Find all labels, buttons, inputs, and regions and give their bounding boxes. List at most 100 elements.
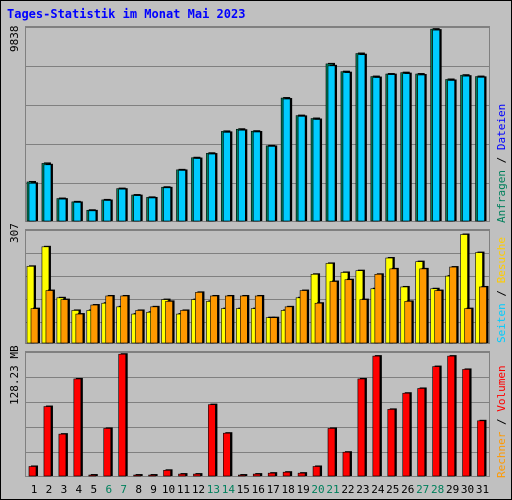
visits-bar-day-9 (150, 305, 160, 344)
visits-bar-day-10 (165, 300, 175, 344)
files-bar-day-12 (193, 157, 203, 222)
visits-bar-day-4 (75, 313, 85, 344)
x-label-day-1: 1 (31, 483, 38, 496)
x-label-day-7: 7 (120, 483, 127, 496)
x-label-day-27: 27 (416, 483, 429, 496)
volume-bar-day-25 (387, 408, 397, 477)
files-bar-day-5 (88, 209, 98, 222)
visits-bar-day-22 (344, 278, 354, 344)
files-bar-day-6 (103, 199, 113, 222)
pages-bar-day-30 (460, 233, 470, 344)
files-bar-day-2 (43, 163, 53, 222)
x-label-day-16: 16 (252, 483, 265, 496)
visits-bar-day-11 (180, 309, 190, 344)
volume-bar-day-11 (178, 473, 188, 477)
x-label-day-18: 18 (282, 483, 295, 496)
right-legend-panel-2: Seiten / Besuche (495, 237, 508, 343)
files-bar-day-19 (297, 115, 308, 222)
visits-bar-day-31 (479, 285, 489, 344)
x-label-day-31: 31 (476, 483, 489, 496)
volume-bar-day-28 (432, 365, 442, 477)
x-label-day-19: 19 (296, 483, 309, 496)
x-label-day-30: 30 (461, 483, 474, 496)
visits-bar-day-25 (389, 267, 399, 344)
volume-bar-day-30 (462, 368, 472, 477)
volume-bar-day-13 (208, 403, 218, 477)
visits-bar-day-19 (299, 289, 310, 344)
x-label-day-5: 5 (90, 483, 97, 496)
visits-bar-day-27 (419, 267, 429, 344)
visits-bar-day-28 (434, 289, 444, 344)
volume-bar-day-3 (58, 433, 68, 477)
x-label-day-25: 25 (386, 483, 399, 496)
right-legend-panel-1: Anfragen / Dateien (495, 104, 508, 223)
files-bar-day-15 (238, 129, 248, 222)
x-label-day-22: 22 (341, 483, 354, 496)
visits-bar-day-15 (240, 294, 250, 344)
visits-bar-day-21 (329, 280, 339, 344)
volume-bar-day-7 (118, 353, 128, 477)
volume-bar-day-14 (223, 432, 233, 477)
files-bar-day-3 (58, 198, 68, 222)
x-label-day-26: 26 (401, 483, 414, 496)
files-bar-day-17 (267, 145, 278, 222)
x-label-day-9: 9 (150, 483, 157, 496)
x-label-day-8: 8 (135, 483, 142, 496)
visits-bar-day-30 (464, 307, 474, 344)
files-bar-day-1 (28, 182, 38, 222)
files-bar-day-31 (477, 76, 487, 222)
files-bar-day-25 (387, 73, 397, 222)
visits-bar-day-14 (225, 294, 235, 344)
volume-bar-day-6 (103, 427, 113, 477)
pages-y-max-label: 307 (8, 223, 21, 243)
visits-bar-day-17 (269, 316, 280, 344)
files-bar-day-20 (312, 118, 323, 222)
x-label-day-20: 20 (311, 483, 324, 496)
visits-bar-day-13 (210, 294, 220, 344)
volume-bar-day-1 (28, 465, 38, 477)
x-label-day-11: 11 (177, 483, 190, 496)
files-bar-day-26 (402, 72, 412, 222)
files-bar-day-23 (357, 53, 367, 222)
files-bar-day-16 (252, 131, 263, 222)
volume-bar-day-4 (73, 377, 83, 477)
visits-bar-day-7 (120, 294, 130, 344)
files-bar-day-21 (327, 64, 337, 222)
files-bar-day-11 (178, 169, 188, 222)
visits-bar-day-5 (90, 304, 100, 344)
x-label-day-2: 2 (46, 483, 53, 496)
x-label-day-10: 10 (162, 483, 175, 496)
visits-bar-day-26 (404, 300, 414, 344)
volume-bar-day-16 (252, 473, 263, 477)
files-bar-day-7 (118, 188, 128, 222)
x-label-day-13: 13 (207, 483, 220, 496)
volume-bar-day-5 (88, 474, 98, 477)
volume-bar-day-22 (342, 451, 352, 477)
visits-bar-day-8 (135, 309, 145, 344)
volume-bar-day-29 (447, 355, 457, 477)
volume-bar-day-17 (267, 472, 278, 477)
chart-title: Tages-Statistik im Monat Mai 2023 (7, 7, 245, 21)
x-label-day-23: 23 (356, 483, 369, 496)
files-bar-day-18 (282, 98, 293, 222)
files-bar-day-27 (417, 74, 427, 222)
volume-bar-day-19 (297, 472, 308, 477)
files-bar-day-14 (223, 131, 233, 222)
x-axis-day-labels: 1 2 3 4 5 6 7 8 9 10 11 12 13 14 15 16 17 18 19 20 21 22 23 24 2… (31, 483, 489, 496)
hits-y-max-label: 9838 (8, 26, 21, 53)
volume-bar-day-20 (312, 465, 323, 477)
x-label-day-14: 14 (222, 483, 236, 496)
x-label-day-28: 28 (431, 483, 444, 496)
visits-bar-day-29 (449, 266, 459, 344)
right-legend-panel-3: Rechner / Volumen (495, 365, 508, 478)
visits-bar-day-20 (314, 302, 325, 344)
volume-bar-day-27 (417, 387, 427, 477)
visits-bar-day-18 (284, 305, 295, 344)
visits-bar-day-6 (105, 294, 115, 344)
files-bar-day-30 (462, 75, 472, 222)
files-bar-day-13 (208, 153, 218, 222)
x-label-day-17: 17 (267, 483, 280, 496)
x-label-day-12: 12 (192, 483, 205, 496)
x-label-day-4: 4 (76, 483, 83, 496)
